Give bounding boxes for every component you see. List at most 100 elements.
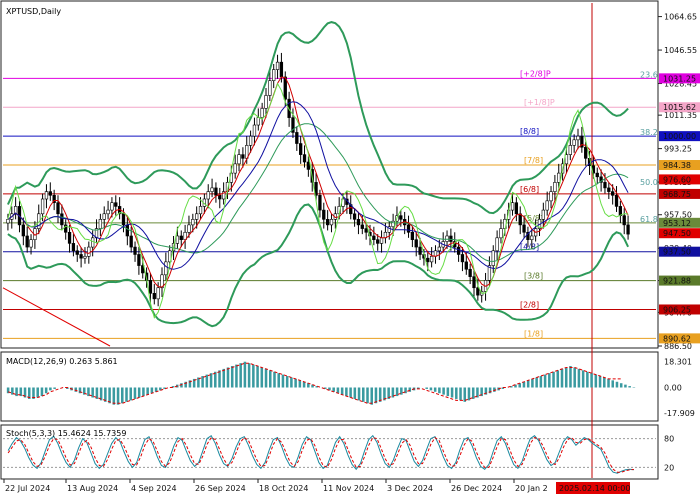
- candle-body: [129, 235, 133, 248]
- macd-axis-label: -17.909: [664, 409, 695, 418]
- candle-body: [168, 250, 172, 263]
- candle-body: [557, 172, 561, 183]
- candle-body: [426, 257, 430, 263]
- candle-body: [148, 280, 153, 294]
- candle-body: [449, 235, 453, 242]
- candle-body: [356, 219, 361, 226]
- candle-body: [164, 261, 168, 276]
- price-badge-label: 1015.62: [663, 103, 696, 112]
- stoch-axis-label: 80: [664, 435, 674, 444]
- candle-body: [599, 176, 603, 183]
- candle-body: [595, 172, 599, 178]
- price-badge-label: 937.50: [663, 248, 691, 257]
- murrey-level-label: [1/8]: [524, 329, 543, 338]
- candle-body: [191, 219, 195, 226]
- price-panel-frame: [0, 0, 659, 349]
- time-axis-label: 13 Aug 2024: [67, 484, 118, 493]
- candle-body: [98, 219, 103, 229]
- candle-body: [564, 154, 569, 165]
- candle-body: [387, 226, 391, 233]
- murrey-level-label: [3/8]: [524, 272, 543, 281]
- price-badge: [659, 304, 700, 315]
- candle-body: [530, 235, 534, 240]
- candle-body: [295, 132, 299, 144]
- candle-body: [6, 219, 10, 224]
- price-badge: [659, 131, 700, 142]
- candle-body: [87, 246, 91, 257]
- candle-body: [329, 219, 334, 226]
- bollinger-lower-band: [7, 203, 630, 328]
- time-axis-label: 22 Jul 2024: [5, 484, 50, 493]
- candle-body: [622, 215, 626, 226]
- oscillating-overlay-line: [7, 82, 629, 319]
- candle-body: [379, 237, 384, 244]
- price-axis-label: 886.50: [664, 342, 692, 351]
- candle-body: [64, 224, 68, 233]
- candle-body: [221, 191, 226, 200]
- chart-symbol-title: XPTUSD,Daily: [6, 7, 61, 16]
- candle-body: [241, 154, 245, 159]
- candle-body: [472, 276, 476, 289]
- price-badge: [659, 174, 700, 185]
- stoch-axis-label: 20: [664, 463, 674, 472]
- stoch-main-line: [7, 434, 634, 474]
- trend-line: [2, 287, 111, 347]
- candle-body: [495, 237, 499, 252]
- stoch-label: Stoch(5,3,3) 15.4624 15.7359: [6, 429, 126, 438]
- candle-body: [576, 135, 580, 141]
- price-axis-label: 957.50: [664, 211, 692, 220]
- candle-body: [611, 191, 615, 196]
- candle-body: [175, 235, 180, 244]
- price-badge: [659, 188, 700, 199]
- candle-body: [410, 231, 415, 240]
- candle-body: [364, 228, 368, 233]
- price-layer: [+2/8]P [+1/8]P [8/8] [7/8] [6/8] [5/8] [4/8] […: [2, 3, 658, 478]
- candle-body: [603, 182, 607, 189]
- price-badge-label: 968.75: [663, 190, 691, 199]
- candle-body: [518, 213, 522, 226]
- candle-body: [137, 254, 141, 266]
- price-badge: [659, 228, 700, 239]
- candle-body: [44, 191, 49, 200]
- candle-body: [156, 287, 160, 300]
- candle-body: [275, 61, 280, 70]
- macd-signal-line: [7, 362, 622, 404]
- candle-body: [260, 108, 264, 118]
- murrey-level-label: [5/8]: [524, 214, 543, 223]
- candle-body: [256, 117, 260, 126]
- price-badge: [659, 217, 700, 228]
- candle-body: [56, 202, 60, 215]
- candle-body: [487, 265, 492, 281]
- murrey-level-label: [6/8]: [520, 185, 539, 194]
- candle-body: [510, 202, 515, 211]
- candle-body: [121, 213, 126, 226]
- candle-body: [299, 143, 303, 155]
- candle-body: [437, 246, 441, 252]
- candle-body: [248, 135, 253, 146]
- candle-body: [279, 61, 284, 78]
- candle-body: [614, 195, 619, 207]
- candle-body: [71, 243, 76, 252]
- candle-body: [318, 195, 322, 211]
- current-date-label: 2025.02.14 00:00: [559, 484, 630, 493]
- candle-body: [545, 200, 549, 211]
- fibo-label: 23.6: [640, 70, 658, 79]
- candle-body: [549, 191, 553, 202]
- candle-body: [399, 215, 403, 220]
- price-badge-label: 1000.00: [663, 132, 696, 141]
- murrey-level-label: [2/8]: [520, 300, 539, 309]
- time-axis-label: 26 Sep 2024: [195, 484, 246, 493]
- candle-body: [29, 239, 33, 248]
- price-badge: [659, 246, 700, 257]
- candle-body: [372, 235, 376, 240]
- candle-body: [268, 80, 272, 96]
- candle-body: [306, 161, 311, 170]
- candle-body: [514, 202, 519, 215]
- candle-body: [491, 250, 495, 266]
- price-badge: [659, 333, 700, 344]
- candle-body: [291, 117, 295, 133]
- candle-body: [152, 293, 156, 300]
- price-badge: [659, 73, 700, 84]
- murrey-level-label: [8/8]: [520, 127, 539, 136]
